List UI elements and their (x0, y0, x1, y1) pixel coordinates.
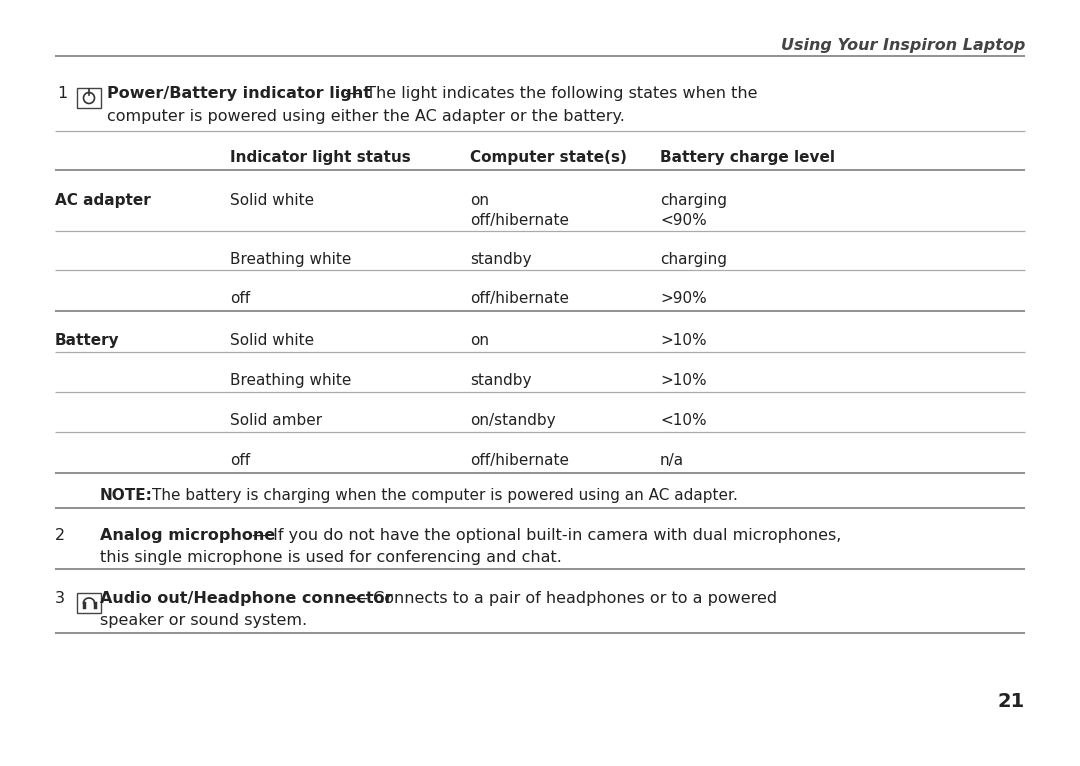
Text: charging: charging (660, 193, 727, 208)
Text: on/standby: on/standby (470, 413, 555, 428)
Text: Solid amber: Solid amber (230, 413, 322, 428)
Text: Solid white: Solid white (230, 333, 314, 348)
Text: Audio out/Headphone connector: Audio out/Headphone connector (100, 591, 393, 606)
Text: Indicator light status: Indicator light status (230, 150, 410, 165)
Text: — Connects to a pair of headphones or to a powered: — Connects to a pair of headphones or to… (352, 591, 778, 606)
Text: Using Your Inspiron Laptop: Using Your Inspiron Laptop (781, 38, 1025, 53)
FancyBboxPatch shape (77, 593, 102, 613)
Text: 21: 21 (998, 692, 1025, 711)
Text: Analog microphone: Analog microphone (100, 528, 275, 543)
Text: n/a: n/a (660, 453, 684, 468)
Text: off: off (230, 291, 251, 306)
Text: >10%: >10% (660, 373, 706, 388)
Text: off/hibernate: off/hibernate (470, 213, 569, 228)
Text: standby: standby (470, 252, 531, 267)
Text: AC adapter: AC adapter (55, 193, 151, 208)
Text: Breathing white: Breathing white (230, 373, 351, 388)
Text: on: on (470, 193, 489, 208)
Text: 3: 3 (55, 591, 65, 606)
Text: >90%: >90% (660, 291, 706, 306)
Text: <10%: <10% (660, 413, 706, 428)
Text: charging: charging (660, 252, 727, 267)
Text: NOTE:: NOTE: (100, 488, 153, 503)
FancyBboxPatch shape (77, 88, 102, 108)
Text: >10%: >10% (660, 333, 706, 348)
Text: standby: standby (470, 373, 531, 388)
Text: this single microphone is used for conferencing and chat.: this single microphone is used for confe… (100, 550, 562, 565)
Text: off/hibernate: off/hibernate (470, 453, 569, 468)
Text: computer is powered using either the AC adapter or the battery.: computer is powered using either the AC … (107, 109, 625, 124)
Text: — If you do not have the optional built-in camera with dual microphones,: — If you do not have the optional built-… (252, 528, 841, 543)
Text: 1: 1 (57, 86, 67, 101)
Text: The battery is charging when the computer is powered using an AC adapter.: The battery is charging when the compute… (152, 488, 738, 503)
Text: — The light indicates the following states when the: — The light indicates the following stat… (345, 86, 757, 101)
Text: Power/Battery indicator light: Power/Battery indicator light (107, 86, 372, 101)
Text: Battery: Battery (55, 333, 120, 348)
Text: Battery charge level: Battery charge level (660, 150, 835, 165)
Text: Breathing white: Breathing white (230, 252, 351, 267)
Text: <90%: <90% (660, 213, 706, 228)
Text: on: on (470, 333, 489, 348)
Text: off/hibernate: off/hibernate (470, 291, 569, 306)
Text: Solid white: Solid white (230, 193, 314, 208)
Text: Computer state(s): Computer state(s) (470, 150, 626, 165)
Text: 2: 2 (55, 528, 65, 543)
Text: speaker or sound system.: speaker or sound system. (100, 613, 307, 628)
Text: off: off (230, 453, 251, 468)
